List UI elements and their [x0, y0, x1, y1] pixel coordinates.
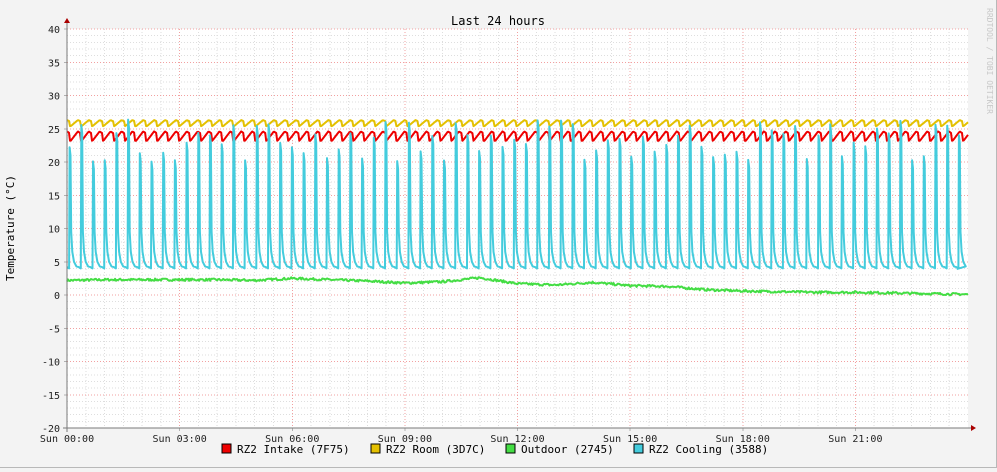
x-tick-label: Sun 03:00 — [153, 434, 207, 445]
y-tick-label: 5 — [54, 258, 60, 269]
y-tick-label: 40 — [48, 25, 60, 36]
y-tick-label: 15 — [48, 191, 60, 202]
y-tick-label: 0 — [54, 291, 60, 302]
legend-label: RZ2 Room (3D7C) — [386, 443, 485, 456]
x-tick-label: Sun 00:00 — [40, 434, 94, 445]
legend: RZ2 Intake (7F75) RZ2 Room (3D7C) Outdoor … — [221, 443, 768, 456]
series-line — [66, 118, 967, 271]
legend-swatch — [505, 443, 516, 454]
y-tick-label: 25 — [48, 125, 60, 136]
y-axis-label: Temperature (°C) — [4, 175, 17, 281]
x-tick-label: Sun 12:00 — [490, 434, 544, 445]
series-layer — [66, 118, 969, 297]
x-tick-label: Sun 15:00 — [603, 434, 657, 445]
y-tick-label: -15 — [42, 391, 60, 402]
series-line — [66, 276, 969, 297]
y-tick-label: 35 — [48, 58, 60, 69]
y-tick-label: 20 — [48, 158, 60, 169]
rrdtool-watermark: RRDTOOL / TOBI OETIKER — [985, 8, 994, 114]
y-tick-label: 30 — [48, 92, 60, 103]
legend-label: Outdoor (2745) — [521, 443, 614, 456]
x-tick-label: Sun 06:00 — [265, 434, 319, 445]
y-tick-label: -5 — [48, 324, 60, 335]
y-axis-arrow — [64, 18, 70, 23]
x-tick-label: Sun 21:00 — [828, 434, 882, 445]
y-tick-label: -20 — [42, 424, 60, 435]
series-line — [66, 130, 969, 142]
series-line — [66, 119, 969, 128]
x-tick-label: Sun 18:00 — [716, 434, 770, 445]
grid-layer — [66, 28, 968, 429]
x-axis-arrow — [971, 425, 976, 431]
legend-label: RZ2 Cooling (3588) — [649, 443, 768, 456]
x-tick-label: Sun 09:00 — [378, 434, 432, 445]
y-tick-label: -10 — [42, 358, 60, 369]
chart-title: Last 24 hours — [451, 14, 545, 28]
legend-swatch — [633, 443, 644, 454]
y-tick-label: 10 — [48, 225, 60, 236]
legend-swatch — [370, 443, 381, 454]
legend-label: RZ2 Intake (7F75) — [237, 443, 350, 456]
legend-swatch — [221, 443, 232, 454]
